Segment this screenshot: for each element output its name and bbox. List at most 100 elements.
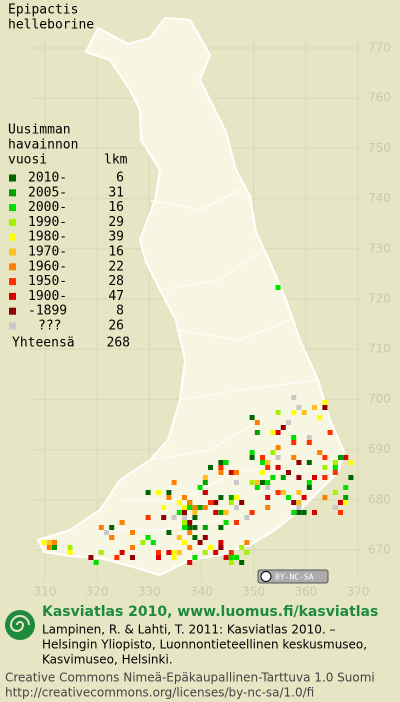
observation-square (114, 555, 120, 560)
observation-square (98, 550, 104, 555)
observation-square (317, 415, 323, 420)
observation-square (197, 485, 203, 490)
observation-square (234, 555, 239, 560)
legend-label: 1970- (28, 245, 67, 260)
observation-square (192, 535, 198, 540)
observation-square (202, 550, 208, 555)
observation-square (130, 545, 135, 550)
observation-square (228, 470, 234, 475)
observation-square (202, 525, 208, 530)
y-tick-label: 730 (368, 241, 391, 255)
observation-square (270, 450, 276, 455)
observation-square (343, 485, 349, 490)
observation-square (218, 460, 224, 465)
legend-count: 31 (108, 185, 124, 200)
x-tick-label: 360 (294, 585, 317, 599)
title: helleborine (8, 18, 94, 33)
y-tick-label: 670 (368, 543, 391, 557)
observation-square (306, 440, 312, 445)
observation-square (145, 535, 151, 540)
x-tick-label: 320 (86, 585, 109, 599)
observation-square (182, 510, 187, 515)
observation-square (254, 485, 260, 490)
license: Creative Commons Nimeä-Epäkaupallinen-Ta… (5, 671, 375, 685)
observation-square (234, 520, 239, 525)
legend-count: 47 (108, 289, 124, 304)
x-tick-label: 330 (138, 585, 161, 599)
observation-square (202, 535, 208, 540)
legend-label: ??? (38, 319, 61, 334)
x-tick-label: 350 (242, 585, 265, 599)
observation-square (239, 560, 245, 565)
observation-square (254, 430, 260, 435)
observation-square (296, 505, 302, 510)
observation-square (244, 515, 250, 520)
observation-square (275, 430, 281, 435)
y-tick-label: 760 (368, 91, 391, 105)
observation-square (332, 465, 338, 470)
region-borders (100, 189, 319, 531)
observation-square (218, 510, 224, 515)
observations (41, 285, 354, 565)
legend-swatch (9, 233, 16, 241)
observation-square (234, 495, 239, 500)
observation-square (280, 425, 286, 430)
observation-square (301, 410, 307, 415)
observation-square (171, 555, 177, 560)
observation-square (296, 500, 302, 505)
observation-square (260, 470, 265, 475)
legend-count: 16 (108, 200, 124, 215)
observation-square (306, 485, 312, 490)
legend-count: 8 (116, 304, 124, 319)
observation-square (275, 490, 281, 495)
cc-logo (260, 571, 272, 582)
observation-square (67, 550, 73, 555)
observation-square (296, 510, 302, 515)
total-value: 268 (107, 336, 130, 351)
legend-count: 16 (108, 245, 124, 260)
y-tick-label: 720 (368, 292, 391, 306)
observation-square (296, 490, 302, 495)
legend-count: 28 (108, 274, 124, 289)
observation-square (208, 545, 213, 550)
y-tick-label: 770 (368, 41, 391, 55)
observation-square (275, 455, 281, 460)
observation-square (192, 510, 198, 515)
observation-square (98, 525, 104, 530)
observation-square (187, 520, 193, 525)
observation-square (192, 525, 198, 530)
observation-square (223, 510, 229, 515)
observation-square (249, 510, 255, 515)
cc-badge-text: BY-NC-SA (275, 573, 314, 582)
legend-swatch (9, 204, 16, 212)
legend-swatch (9, 278, 16, 286)
legend-header: Uusimman (8, 123, 71, 138)
observation-square (130, 555, 135, 560)
observation-square (228, 500, 234, 505)
observation-square (265, 460, 271, 465)
legend-label: 2000- (28, 200, 67, 215)
observation-square (223, 460, 229, 465)
observation-square (218, 540, 224, 545)
observation-square (182, 515, 187, 520)
observation-square (343, 500, 349, 505)
observation-square (338, 500, 343, 505)
observation-square (249, 480, 255, 485)
observation-square (317, 450, 323, 455)
kasviatlas-logo (5, 610, 35, 640)
total-label: Yhteensä (12, 336, 75, 351)
legend-label: 2005- (28, 185, 67, 200)
observation-square (176, 550, 182, 555)
license: http://creativecommons.org/licenses/by-n… (5, 686, 314, 700)
observation-square (176, 535, 182, 540)
observation-square (291, 410, 297, 415)
observation-square (265, 480, 271, 485)
observation-square (46, 540, 52, 545)
observation-square (322, 455, 328, 460)
observation-square (343, 495, 349, 500)
observation-square (182, 525, 187, 530)
observation-square (280, 490, 286, 495)
observation-square (208, 500, 213, 505)
x-tick-label: 340 (190, 585, 213, 599)
